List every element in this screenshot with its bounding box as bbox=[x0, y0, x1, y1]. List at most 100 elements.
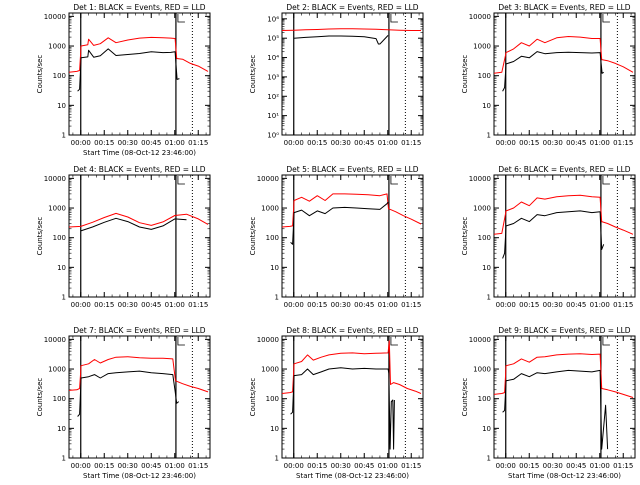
bracket-marker bbox=[177, 337, 185, 346]
series-line-lld bbox=[69, 36, 209, 73]
y-tick-label: 10 bbox=[270, 264, 279, 272]
panel-det-7: Det 7: BLACK = Events, RED = LLD Counts/s… bbox=[36, 326, 211, 480]
y-tick-label: 10 bbox=[482, 264, 491, 272]
x-tick-label: 00:15 bbox=[94, 139, 114, 147]
x-tick-label: 00:15 bbox=[307, 139, 327, 147]
x-tick-label: 00:45 bbox=[566, 139, 586, 147]
panel-title: Det 5: BLACK = Events, RED = LLD bbox=[286, 165, 418, 174]
x-tick-label: 00:30 bbox=[118, 301, 138, 309]
x-tick-label: 00:15 bbox=[94, 462, 114, 470]
y-tick-label: 10 bbox=[57, 102, 66, 110]
x-tick-label: 01:00 bbox=[590, 139, 610, 147]
bracket-marker bbox=[390, 176, 398, 185]
x-tick-label: 00:45 bbox=[566, 301, 586, 309]
y-tick-label: 1 bbox=[275, 294, 279, 302]
x-tick-label: 00:15 bbox=[307, 301, 327, 309]
y-tick-label: 10⁶ bbox=[267, 15, 279, 23]
series-group bbox=[494, 353, 634, 450]
x-tick-label: 01:00 bbox=[590, 462, 610, 470]
series-group bbox=[494, 36, 634, 92]
series-line-events bbox=[290, 201, 389, 245]
panel-title: Det 9: BLACK = Events, RED = LLD bbox=[498, 326, 630, 335]
y-axis-label: Counts/sec bbox=[36, 217, 44, 256]
series-line-events bbox=[502, 210, 605, 259]
panel-det-4: Det 4: BLACK = Events, RED = LLD Counts/s… bbox=[36, 165, 211, 309]
y-axis-label: Counts/sec bbox=[461, 55, 469, 94]
x-tick-label: 01:00 bbox=[378, 462, 398, 470]
x-tick-label: 01:00 bbox=[590, 301, 610, 309]
axes-frame bbox=[281, 12, 424, 136]
bracket-marker bbox=[390, 337, 398, 346]
y-tick-label: 10 bbox=[57, 264, 66, 272]
y-tick-label: 1 bbox=[487, 294, 491, 302]
bracket-marker bbox=[602, 337, 610, 346]
y-tick-label: 1000 bbox=[473, 43, 491, 51]
y-tick-label: 100 bbox=[478, 395, 491, 403]
y-tick-label: 100 bbox=[478, 72, 491, 80]
y-tick-label: 1 bbox=[487, 455, 491, 463]
axes-frame bbox=[493, 174, 636, 298]
y-tick-label: 10000 bbox=[469, 175, 491, 183]
series-line-lld bbox=[69, 212, 209, 228]
y-tick-label: 100 bbox=[266, 234, 279, 242]
series-group bbox=[282, 28, 421, 45]
y-tick-label: 1000 bbox=[48, 43, 66, 51]
axes-frame bbox=[493, 335, 636, 459]
x-tick-label: 00:15 bbox=[307, 462, 327, 470]
y-tick-label: 100 bbox=[266, 395, 279, 403]
y-tick-label: 10000 bbox=[44, 336, 66, 344]
x-tick-label: 00:30 bbox=[543, 301, 563, 309]
y-tick-label: 1000 bbox=[48, 205, 66, 213]
bracket-marker bbox=[177, 14, 185, 23]
x-axis-label: Start Time (08-Oct-12 23:46:00) bbox=[508, 472, 621, 480]
series-group bbox=[69, 36, 209, 92]
x-axis-label: Start Time (08-Oct-12 23:46:00) bbox=[83, 472, 196, 480]
x-tick-label: 00:45 bbox=[566, 462, 586, 470]
x-tick-label: 00:30 bbox=[118, 139, 138, 147]
y-tick-label: 100 bbox=[53, 395, 66, 403]
x-tick-label: 00:15 bbox=[519, 139, 539, 147]
x-tick-label: 01:15 bbox=[188, 301, 208, 309]
x-tick-label: 01:15 bbox=[401, 301, 421, 309]
panel-title: Det 1: BLACK = Events, RED = LLD bbox=[73, 3, 205, 12]
axes-frame bbox=[281, 335, 424, 459]
series-group bbox=[282, 193, 422, 245]
x-tick-label: 00:00 bbox=[71, 139, 91, 147]
bracket-marker bbox=[177, 176, 185, 185]
y-tick-label: 1000 bbox=[261, 366, 279, 374]
y-tick-label: 10000 bbox=[469, 336, 491, 344]
series-line-events bbox=[502, 51, 604, 92]
x-tick-label: 01:15 bbox=[401, 462, 421, 470]
y-axis-label: Counts/sec bbox=[461, 378, 469, 417]
y-tick-label: 1000 bbox=[473, 366, 491, 374]
panel-det-3: Det 3: BLACK = Events, RED = LLD Counts/s… bbox=[461, 3, 636, 147]
axes-frame bbox=[281, 174, 424, 298]
panel-title: Det 8: BLACK = Events, RED = LLD bbox=[286, 326, 418, 335]
axes-frame bbox=[68, 174, 211, 298]
x-tick-label: 01:00 bbox=[165, 301, 185, 309]
y-axis-label: Counts/sec bbox=[36, 378, 44, 417]
x-tick-label: 00:30 bbox=[543, 139, 563, 147]
panel-title: Det 7: BLACK = Events, RED = LLD bbox=[73, 326, 205, 335]
x-tick-label: 00:45 bbox=[354, 139, 374, 147]
axes-frame bbox=[493, 12, 636, 136]
y-tick-label: 1 bbox=[487, 132, 491, 140]
series-line-events bbox=[502, 369, 609, 450]
x-tick-label: 01:15 bbox=[188, 462, 208, 470]
series-line-events bbox=[290, 367, 395, 450]
y-tick-label: 10000 bbox=[44, 13, 66, 21]
y-tick-label: 10 bbox=[57, 425, 66, 433]
bracket-marker bbox=[602, 176, 610, 185]
panel-title: Det 2: BLACK = Events, RED = LLD bbox=[286, 3, 418, 12]
y-axis-label: Counts/sec bbox=[36, 55, 44, 94]
y-tick-label: 1 bbox=[62, 132, 66, 140]
y-axis-label: Counts/sec bbox=[249, 55, 257, 94]
series-line-lld bbox=[69, 356, 209, 393]
y-tick-label: 100 bbox=[478, 234, 491, 242]
bracket-marker bbox=[602, 14, 610, 23]
axes-frame bbox=[68, 12, 211, 136]
panel-det-1: Det 1: BLACK = Events, RED = LLD Counts/s… bbox=[36, 3, 211, 157]
x-tick-label: 00:00 bbox=[284, 462, 304, 470]
